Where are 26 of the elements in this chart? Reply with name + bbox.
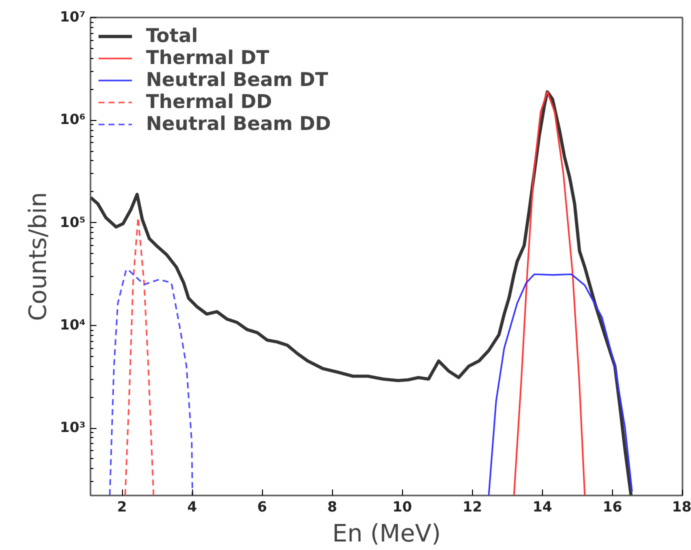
y-tick-label: 10⁵ [60, 214, 86, 231]
line-series [108, 268, 194, 496]
legend-label: Total [146, 25, 198, 47]
legend-label: Thermal DD [146, 91, 272, 113]
legend-label: Neutral Beam DD [146, 113, 331, 135]
x-tick-label: 18 [672, 500, 691, 516]
line-series [90, 90, 633, 496]
x-tick-label: 14 [532, 500, 552, 516]
y-tick-label: 10⁷ [60, 10, 86, 26]
y-axis-title: Counts/bin [24, 192, 52, 321]
x-tick-label: 8 [327, 500, 338, 516]
x-tick-label: 6 [257, 500, 268, 516]
x-tick-label: 10 [392, 500, 412, 516]
line-series [513, 90, 586, 496]
x-tick-label: 4 [187, 500, 198, 516]
legend-label: Neutral Beam DT [146, 69, 328, 91]
x-tick-label: 2 [117, 500, 127, 516]
y-tick-label: 10⁴ [60, 317, 86, 334]
x-tick-label: 12 [462, 500, 482, 516]
line-series [124, 216, 154, 496]
y-tick-label: 10⁶ [60, 112, 86, 128]
line-series [488, 273, 633, 496]
y-tick-label: 10³ [60, 420, 86, 436]
x-tick-label: 16 [602, 500, 622, 516]
x-axis-title: En (MeV) [332, 520, 441, 548]
legend-label: Thermal DT [146, 47, 270, 69]
